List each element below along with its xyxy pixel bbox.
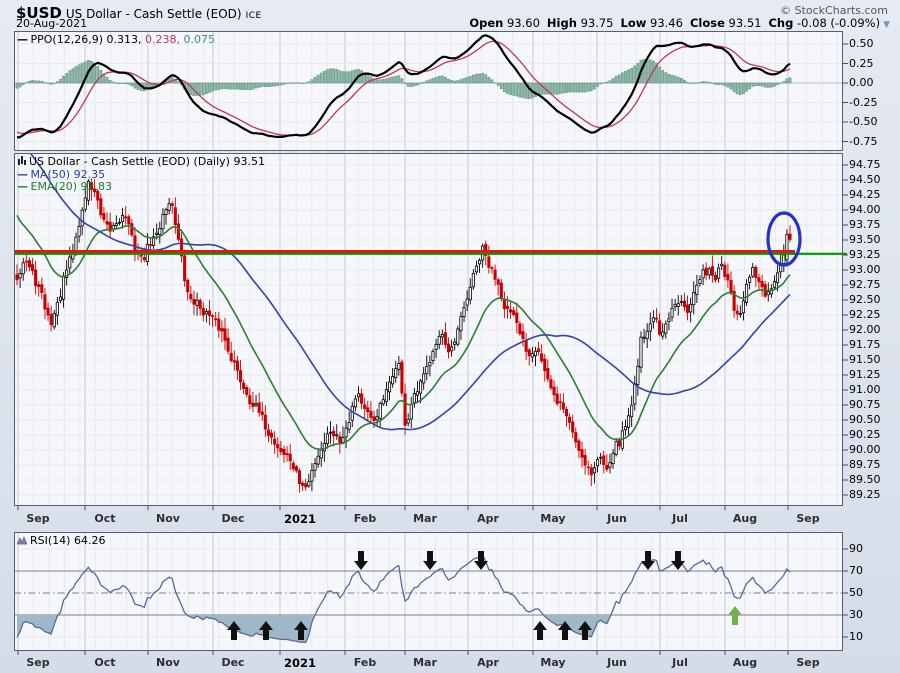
down-arrow-annotation (641, 551, 655, 570)
up-arrow-annotation (227, 621, 241, 640)
up-arrow-annotation (578, 621, 592, 640)
breakout-ellipse-annotation (766, 211, 802, 267)
up-arrow-annotation (259, 621, 273, 640)
ema20-line (16, 215, 791, 451)
down-arrow-annotation (423, 551, 437, 570)
quote-dropdown-icon[interactable]: ▼ (883, 20, 890, 30)
ma50-line (29, 153, 791, 431)
down-arrow-annotation (354, 551, 368, 570)
down-arrow-annotation (474, 551, 488, 570)
up-arrow-annotation (294, 621, 308, 640)
down-arrow-annotation (671, 551, 685, 570)
green-up-arrow-annotation (728, 606, 742, 625)
up-arrow-annotation (558, 621, 572, 640)
up-arrow-annotation (533, 621, 547, 640)
